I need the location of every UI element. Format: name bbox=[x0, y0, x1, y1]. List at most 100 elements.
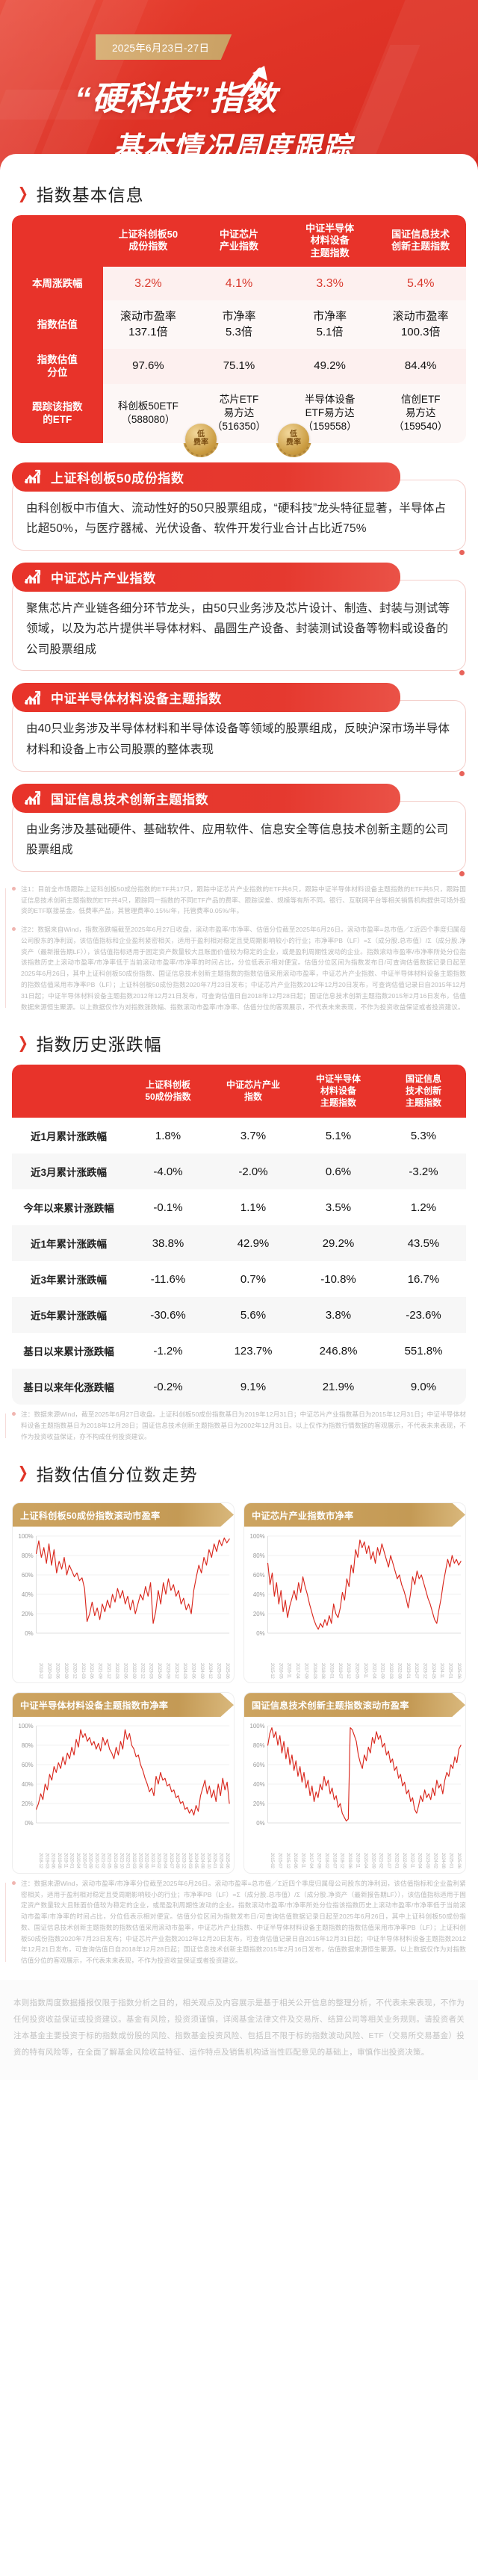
timeline-dot-icon bbox=[459, 549, 465, 555]
footnotes-valuation: 注：数据来源Wind，滚动市盈率/市净率分位截至2025年6月26日。滚动市盈率… bbox=[4, 1878, 466, 1966]
x-tick-label: 2017-04 bbox=[295, 1662, 300, 1679]
index-card-header: 中证芯片产业指数 bbox=[12, 562, 400, 592]
hist-cell: -30.6% bbox=[125, 1297, 211, 1334]
svg-text:20%: 20% bbox=[22, 1801, 34, 1807]
infographic-page: 2025年6月23日-27日 “硬科技”指数 基本情况周度跟踪 ❯ 指数基本信息… bbox=[0, 0, 478, 2058]
svg-text:100%: 100% bbox=[18, 1723, 33, 1730]
table-row: 今年以来累计涨跌幅 -0.1% 1.1% 3.5% 1.2% bbox=[12, 1189, 466, 1226]
percentile-line-chart: 0% 20% 40% 60% 80% 100% bbox=[18, 1532, 230, 1637]
x-tick-label: 2023-07 bbox=[168, 1853, 173, 1868]
svg-text:40%: 40% bbox=[22, 1591, 34, 1597]
x-tick-label: 2019-11 bbox=[355, 1853, 360, 1868]
svg-text:0%: 0% bbox=[256, 1820, 264, 1827]
index-history-table: 上证科创板 50成份指数 中证芯片产业 指数 中证半导体 材料设备 主题指数 国证信息技… bbox=[12, 1065, 466, 1405]
table-row: 近1年累计涨跌幅 38.8% 42.9% 29.2% 43.5% bbox=[12, 1225, 466, 1262]
hist-cell: -0.2% bbox=[125, 1369, 211, 1405]
table-row: 近5年累计涨跌幅 -30.6% 5.6% 3.8% -23.6% bbox=[12, 1297, 466, 1334]
hist-cell: 9.1% bbox=[211, 1369, 296, 1405]
info-row-label: 指数估值 bbox=[12, 300, 103, 349]
hist-cell: 21.9% bbox=[296, 1369, 381, 1405]
seal-line1: 低 bbox=[290, 430, 297, 439]
x-tick-label: 2022-03 bbox=[388, 1662, 394, 1679]
footnotes-basic-info: 注1：目前全市场跟踪上证科创板50成份指数的ETF共17只，跟踪中证芯片产业指数… bbox=[4, 884, 466, 1013]
x-tick-label: 2020-05 bbox=[354, 1662, 359, 1679]
chevron-right-icon: ❯ bbox=[17, 1034, 28, 1052]
x-tick-label: 2021-08 bbox=[112, 1853, 117, 1868]
bar-chart-up-icon bbox=[24, 468, 42, 485]
section-header-history: ❯ 指数历史涨跌幅 bbox=[12, 1020, 466, 1065]
hist-cell: 42.9% bbox=[211, 1225, 296, 1262]
hist-cell: -0.1% bbox=[125, 1189, 211, 1226]
seal-line1: 低 bbox=[197, 430, 205, 439]
title-tail: 指数 bbox=[210, 81, 277, 117]
hist-col-header: 中证芯片产业 指数 bbox=[211, 1065, 296, 1118]
x-tick-label: 2020-12 bbox=[93, 1853, 99, 1868]
svg-text:60%: 60% bbox=[253, 1571, 265, 1578]
hist-row-label: 近1月累计涨跌幅 bbox=[12, 1118, 125, 1154]
chart-title: 上证科创板50成份指数滚动市盈率 bbox=[13, 1502, 234, 1527]
x-tick-label: 2025-06 bbox=[456, 1853, 461, 1868]
chevron-right-icon: ❯ bbox=[17, 185, 28, 202]
info-cell: 3.3% bbox=[284, 266, 376, 301]
x-tick-label: 2020-04 bbox=[362, 1853, 367, 1868]
svg-text:80%: 80% bbox=[253, 1552, 265, 1558]
index-card-body: 由40只业务涉及半导体材料和半导体设备等领域的股票组成，反映沪深市场半导体材料和… bbox=[12, 700, 466, 772]
table-row: 基日以来累计涨跌幅 -1.2% 123.7% 246.8% 551.8% bbox=[12, 1333, 466, 1369]
svg-text:0%: 0% bbox=[25, 1629, 33, 1636]
hist-cell: 9.0% bbox=[381, 1369, 466, 1405]
x-tick-label: 2019-07 bbox=[337, 1662, 342, 1679]
svg-text:60%: 60% bbox=[22, 1571, 34, 1578]
x-tick-label: 2015-12 bbox=[270, 1662, 274, 1679]
x-tick-label: 2022-03 bbox=[114, 1662, 120, 1679]
svg-text:100%: 100% bbox=[249, 1532, 264, 1539]
x-tick-label: 2021-10 bbox=[119, 1853, 124, 1868]
x-tick-label: 2023-09 bbox=[175, 1853, 180, 1868]
x-tick-label: 2024-05 bbox=[193, 1853, 199, 1868]
x-tick-label: 2015-07 bbox=[277, 1853, 282, 1868]
info-col-header: 中证半导体 材料设备 主题指数 bbox=[284, 215, 376, 267]
info-cell: 84.4% bbox=[375, 348, 466, 384]
percentile-line-chart: 0% 20% 40% 60% 80% 100% bbox=[249, 1723, 462, 1827]
index-card-header: 中证半导体材料设备主题指数 bbox=[12, 683, 400, 713]
x-tick-label: 2018-07 bbox=[332, 1853, 337, 1868]
hist-cell: 43.5% bbox=[381, 1225, 466, 1262]
svg-text:80%: 80% bbox=[22, 1742, 34, 1749]
x-tick-label: 2016-11 bbox=[300, 1853, 305, 1868]
x-tick-label: 2020-06 bbox=[55, 1662, 60, 1679]
chart-title: 中证芯片产业指数市净率 bbox=[244, 1502, 465, 1527]
svg-text:60%: 60% bbox=[253, 1762, 265, 1768]
index-description-card: 中证半导体材料设备主题指数 由40只业务涉及半导体材料和半导体设备等领域的股票组成… bbox=[12, 683, 466, 776]
info-row-label: 本周涨跌幅 bbox=[12, 266, 103, 301]
index-card-title: 国证信息技术创新主题指数 bbox=[51, 792, 209, 807]
valuation-chart-card: 国证信息技术创新主题指数滚动市盈率 0% 20% 40% 60% 80% 100% 2015-… bbox=[243, 1692, 466, 1874]
content-sheet: ❯ 指数基本信息 上证科创板50 成份指数 中证芯片 产业指数 中证半导体 材料设备主… bbox=[0, 154, 478, 1967]
hero-banner: 2025年6月23日-27日 “硬科技”指数 基本情况周度跟踪 bbox=[0, 0, 478, 173]
chart-x-axis: 2019-12 2020-03 2020-06 2020-09 2020-12 2021-… bbox=[13, 1663, 234, 1679]
x-tick-label: 2023-04 bbox=[162, 1853, 167, 1868]
index-description-card: 国证信息技术创新主题指数 由业务涉及基础硬件、基础软件、应用软件、信息安全等信息技… bbox=[12, 783, 466, 876]
svg-text:20%: 20% bbox=[253, 1801, 265, 1807]
timeline-dot-icon bbox=[459, 670, 465, 676]
x-tick-label: 2022-06 bbox=[401, 1853, 406, 1868]
info-cell: 97.6% bbox=[102, 348, 194, 384]
hist-cell: 246.8% bbox=[296, 1333, 381, 1369]
x-tick-label: 2024-12 bbox=[208, 1662, 213, 1679]
bar-chart-up-icon bbox=[24, 690, 42, 706]
hist-cell: 1.2% bbox=[381, 1189, 466, 1226]
date-range-badge: 2025年6月23日-27日 bbox=[96, 34, 232, 60]
hist-row-label: 今年以来累计涨跌幅 bbox=[12, 1189, 125, 1226]
x-tick-label: 2019-12 bbox=[346, 1662, 351, 1679]
info-cell: 芯片ETF 易方达 （516350） bbox=[193, 383, 285, 443]
index-card-header: 上证科创板50成份指数 bbox=[12, 462, 400, 492]
svg-text:0%: 0% bbox=[256, 1629, 264, 1636]
hist-col-header: 中证半导体 材料设备 主题指数 bbox=[296, 1065, 381, 1118]
valuation-chart-card: 中证芯片产业指数市净率 0% 20% 40% 60% 80% 100% 2015-12 2016… bbox=[243, 1502, 466, 1684]
x-tick-label: 2025-03 bbox=[216, 1662, 221, 1679]
hist-cell: -1.2% bbox=[125, 1333, 211, 1369]
x-tick-label: 2018-12 bbox=[339, 1853, 344, 1868]
info-col-header: 中证芯片 产业指数 bbox=[193, 215, 285, 267]
hist-cell: 5.6% bbox=[211, 1297, 296, 1334]
section-header-basic-info: ❯ 指数基本信息 bbox=[12, 170, 466, 215]
x-tick-label: 2024-06 bbox=[190, 1662, 196, 1679]
index-basic-info-table: 上证科创板50 成份指数 中证芯片 产业指数 中证半导体 材料设备 主题指数 国证信息技… bbox=[12, 215, 466, 443]
